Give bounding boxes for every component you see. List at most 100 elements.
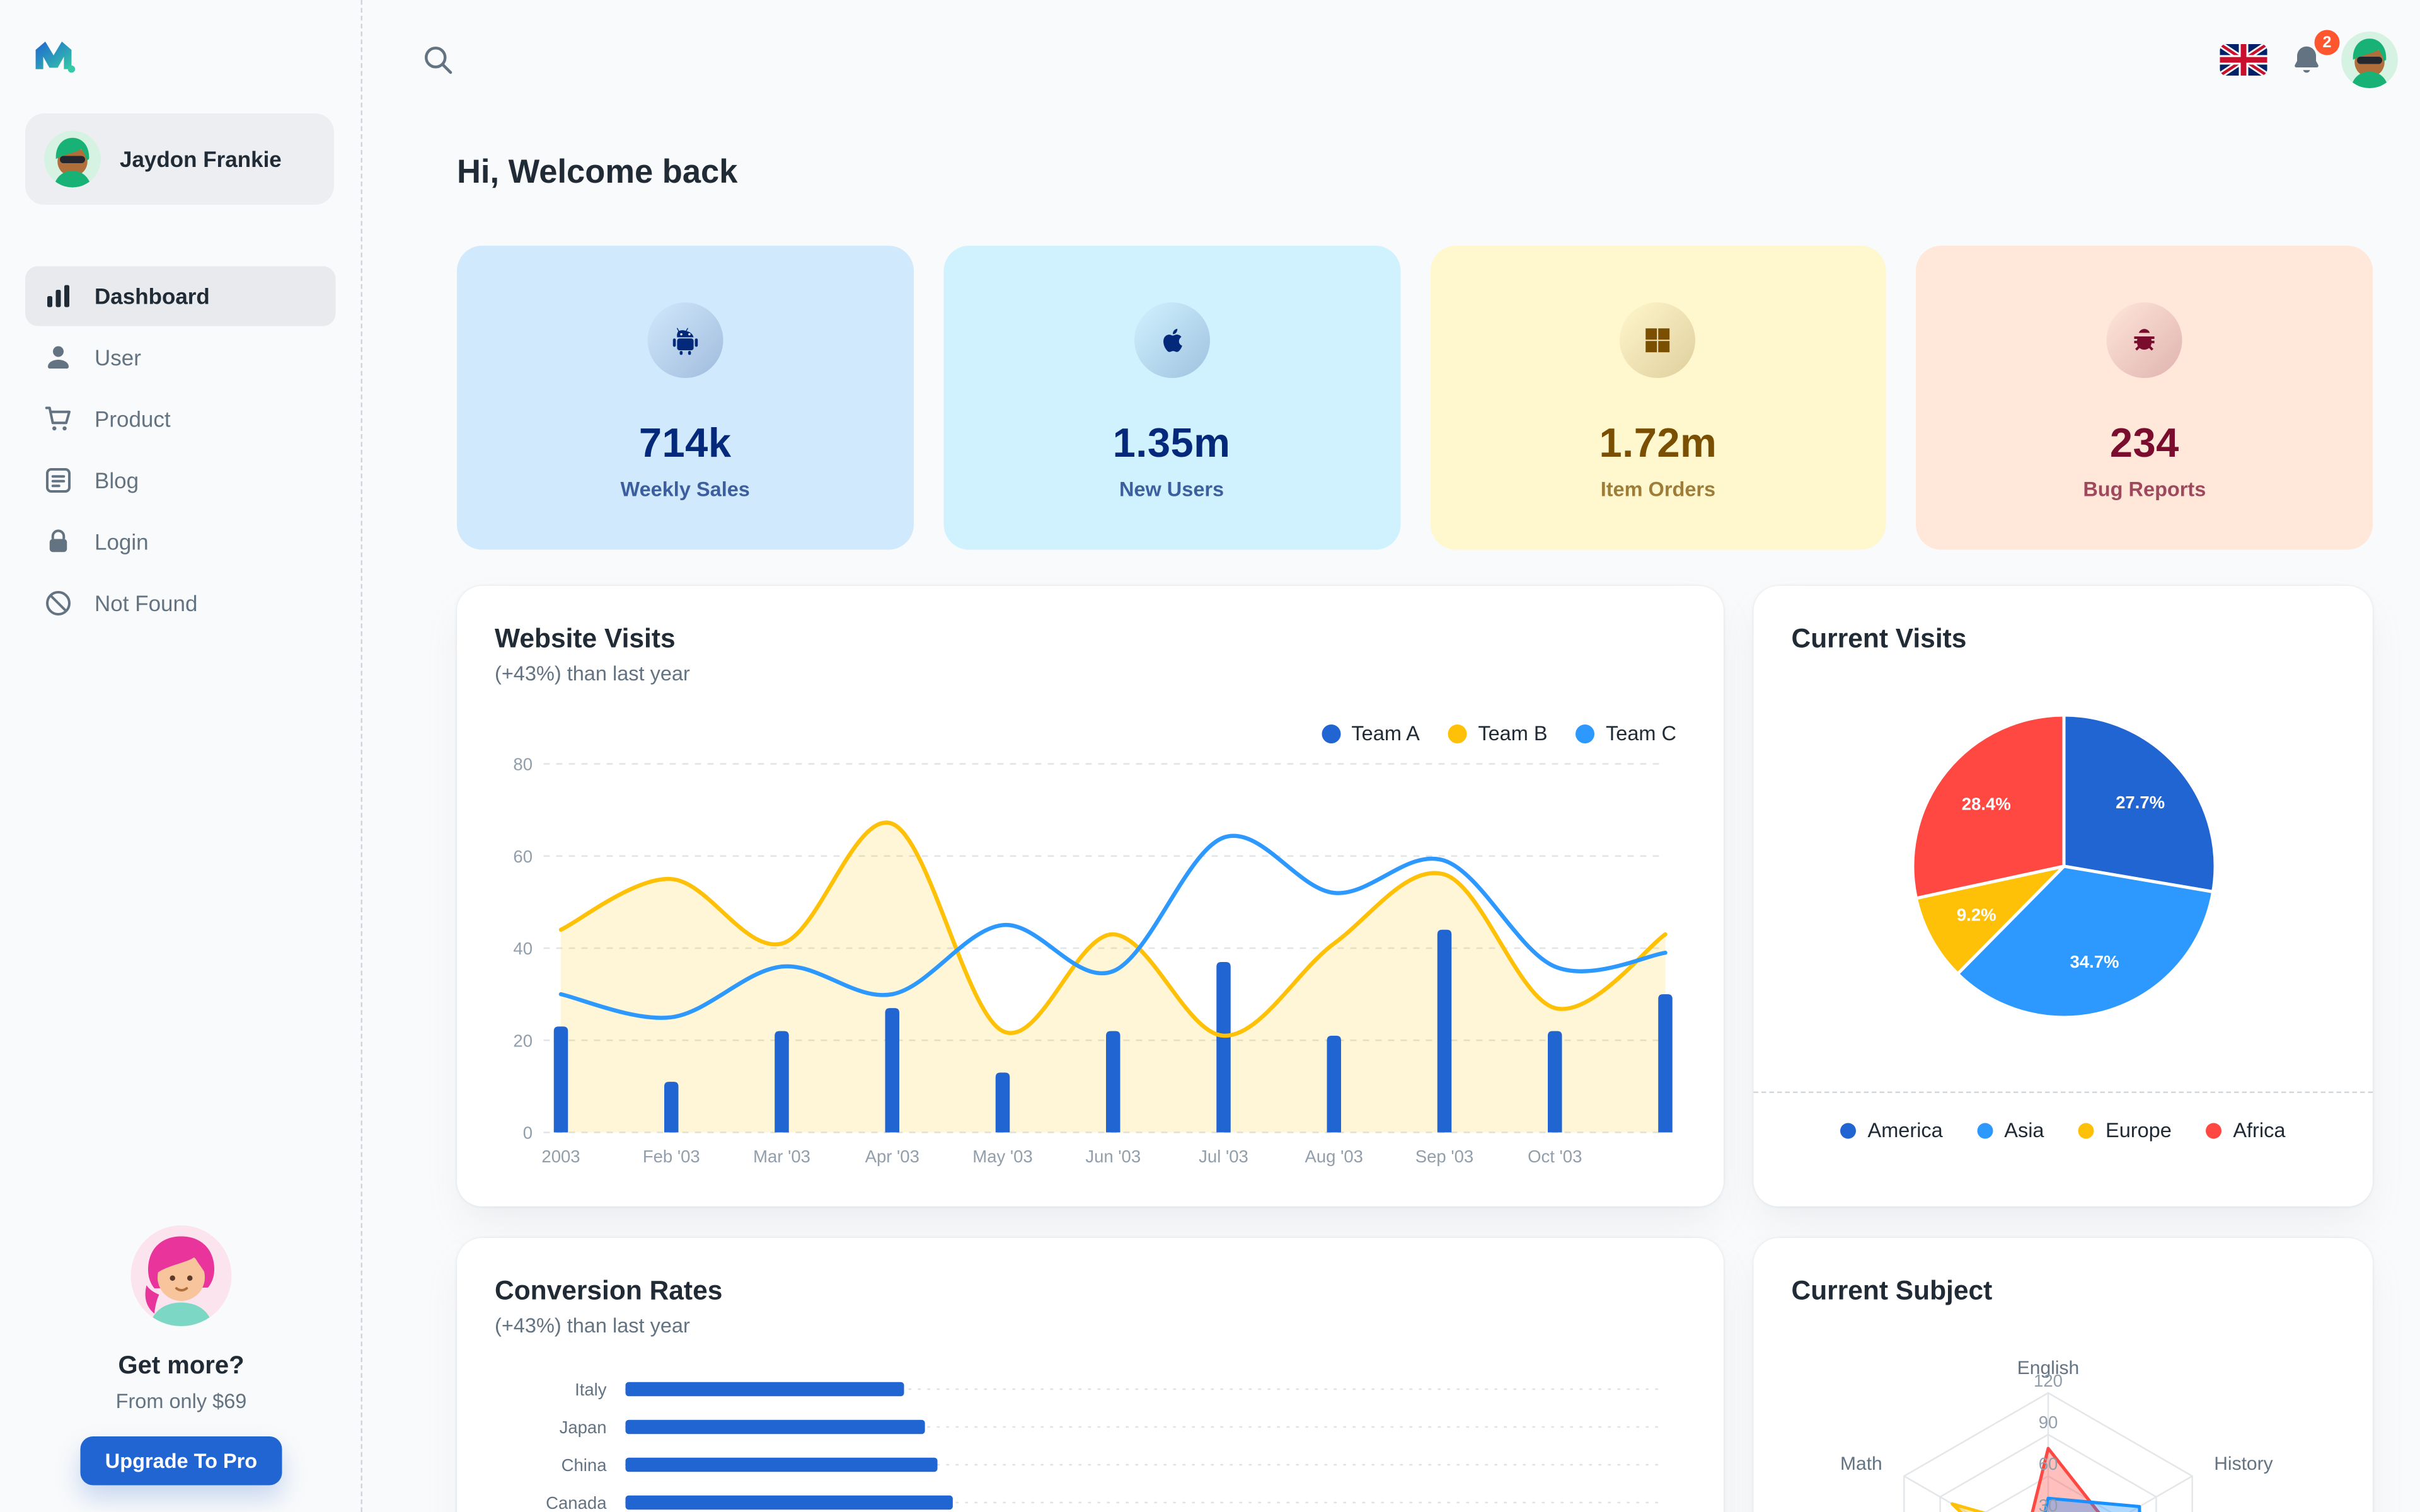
svg-text:China: China — [562, 1455, 608, 1475]
legend-item-asia[interactable]: Asia — [1977, 1118, 2044, 1142]
svg-text:9.2%: 9.2% — [1957, 905, 1997, 924]
svg-text:90: 90 — [2039, 1412, 2058, 1432]
legend-label: Africa — [2233, 1118, 2286, 1142]
android-icon — [647, 302, 723, 378]
current-visits-title: Current Visits — [1791, 624, 1967, 654]
sidebar-item-label: User — [95, 345, 141, 370]
lock-icon — [41, 525, 76, 559]
stat-card-item-orders: 1.72m Item Orders — [1429, 246, 1887, 550]
user-profile-card[interactable]: Jaydon Frankie — [25, 113, 334, 205]
stat-card-bug-reports: 234 Bug Reports — [1916, 246, 2373, 550]
legend-item-europe[interactable]: Europe — [2078, 1118, 2172, 1142]
current-visits-legend: America Asia Europe Africa — [1754, 1118, 2373, 1142]
stat-value: 234 — [2109, 419, 2179, 466]
legend-label: Team C — [1606, 721, 1676, 745]
sidebar: Jaydon Frankie Dashboard User Product Blog L… — [0, 0, 362, 1512]
svg-text:27.7%: 27.7% — [2116, 793, 2165, 812]
legend-dot — [1576, 723, 1595, 743]
legend-dot — [2078, 1122, 2095, 1138]
svg-text:Sep '03: Sep '03 — [1415, 1147, 1473, 1166]
conversion-rates-subtitle: (+43%) than last year — [495, 1314, 690, 1337]
sidebar-item-login[interactable]: Login — [25, 512, 336, 572]
sidebar-item-label: Not Found — [95, 590, 198, 616]
stat-card-new-users: 1.35m New Users — [943, 246, 1400, 550]
user-icon — [41, 340, 76, 375]
legend-dot — [1841, 1122, 1857, 1138]
svg-text:Apr '03: Apr '03 — [865, 1147, 919, 1166]
sidebar-item-label: Login — [95, 529, 149, 554]
svg-text:2003: 2003 — [541, 1147, 580, 1166]
slash-icon — [41, 586, 76, 621]
promo-illustration — [130, 1225, 232, 1326]
stat-card-weekly-sales: 714k Weekly Sales — [457, 246, 914, 550]
legend-label: Asia — [2004, 1118, 2044, 1142]
legend-dot — [1321, 723, 1340, 743]
search-icon — [421, 43, 456, 77]
page-title: Hi, Welcome back — [457, 154, 738, 191]
legend-label: America — [1867, 1118, 1943, 1142]
svg-text:60: 60 — [513, 847, 533, 866]
notifications-button[interactable]: 2 — [2275, 28, 2340, 91]
search-button[interactable] — [406, 28, 470, 91]
card-header: Website Visits (+43%) than last year — [457, 586, 1724, 685]
user-avatar — [44, 130, 101, 188]
stats-row: 714k Weekly Sales 1.35m New Users 1.72m Item … — [457, 246, 2373, 550]
legend-dot — [1448, 723, 1467, 743]
svg-text:Italy: Italy — [575, 1380, 607, 1399]
blog-icon — [41, 463, 76, 498]
account-avatar-button[interactable] — [2338, 28, 2401, 91]
legend-item-team-a[interactable]: Team A — [1321, 721, 1420, 745]
legend-dot — [1977, 1122, 1993, 1138]
conversion-rates-chart: ItalyJapanChinaCanadaFrance — [546, 1380, 1666, 1512]
windows-icon — [1620, 302, 1696, 378]
stat-value: 1.72m — [1599, 419, 1717, 466]
svg-text:30: 30 — [2039, 1496, 2058, 1512]
apple-icon — [1134, 302, 1210, 378]
legend-item-africa[interactable]: Africa — [2206, 1118, 2286, 1142]
sidebar-item-dashboard[interactable]: Dashboard — [25, 266, 336, 326]
website-visits-title: Website Visits — [495, 624, 676, 654]
bell-icon — [2290, 43, 2324, 77]
cart-icon — [41, 402, 76, 437]
svg-text:80: 80 — [513, 755, 533, 774]
language-button[interactable] — [2212, 28, 2275, 91]
conversion-rates-title: Conversion Rates — [495, 1276, 723, 1306]
stat-label: New Users — [1119, 477, 1224, 501]
divider — [1753, 1091, 2373, 1093]
svg-text:Math: Math — [1840, 1453, 1882, 1474]
website-visits-subtitle: (+43%) than last year — [495, 662, 690, 685]
svg-text:Jul '03: Jul '03 — [1199, 1147, 1248, 1166]
app-logo[interactable] — [32, 35, 76, 79]
stat-label: Weekly Sales — [620, 477, 750, 501]
sidebar-item-label: Dashboard — [95, 284, 210, 309]
sidebar-item-blog[interactable]: Blog — [25, 450, 336, 510]
website-visits-legend: Team A Team B Team C — [1321, 721, 1676, 745]
current-visits-card: Current Visits 27.7% 34.7% 9.2% 28.4% Ameri… — [1753, 586, 2373, 1206]
card-header: Conversion Rates (+43%) than last year — [457, 1238, 1724, 1337]
stat-value: 714k — [638, 419, 732, 466]
current-subject-radar-chart: EnglishHistoryPhysicsGeographyChineseMat… — [1840, 1358, 2273, 1512]
dashboard-icon — [41, 279, 76, 314]
sidebar-item-label: Blog — [95, 467, 139, 493]
legend-item-team-b[interactable]: Team B — [1448, 721, 1548, 745]
stat-label: Bug Reports — [2083, 477, 2206, 501]
upgrade-button[interactable]: Upgrade To Pro — [79, 1436, 283, 1486]
charts-grid: Website Visits (+43%) than last year Tea… — [457, 586, 2373, 1512]
svg-text:28.4%: 28.4% — [1962, 794, 2011, 814]
user-name: Jaydon Frankie — [120, 146, 282, 172]
svg-text:Feb '03: Feb '03 — [643, 1147, 700, 1166]
bug-icon — [2106, 302, 2182, 378]
sidebar-item-label: Product — [95, 406, 171, 432]
sidebar-item-user[interactable]: User — [25, 328, 336, 387]
legend-item-team-c[interactable]: Team C — [1576, 721, 1676, 745]
sidebar-item-product[interactable]: Product — [25, 389, 336, 449]
svg-text:Oct '03: Oct '03 — [1528, 1147, 1582, 1166]
main-content: Hi, Welcome back 714k Weekly Sales 1.35m Ne… — [362, 120, 2420, 1512]
legend-item-america[interactable]: America — [1841, 1118, 1943, 1142]
current-subject-card: Current Subject EnglishHistoryPhysicsGeo… — [1753, 1238, 2373, 1512]
conversion-rates-card: Conversion Rates (+43%) than last year I… — [457, 1238, 1724, 1512]
account-avatar — [2341, 32, 2398, 88]
svg-text:20: 20 — [513, 1031, 533, 1050]
sidebar-item-not-found[interactable]: Not Found — [25, 573, 336, 633]
